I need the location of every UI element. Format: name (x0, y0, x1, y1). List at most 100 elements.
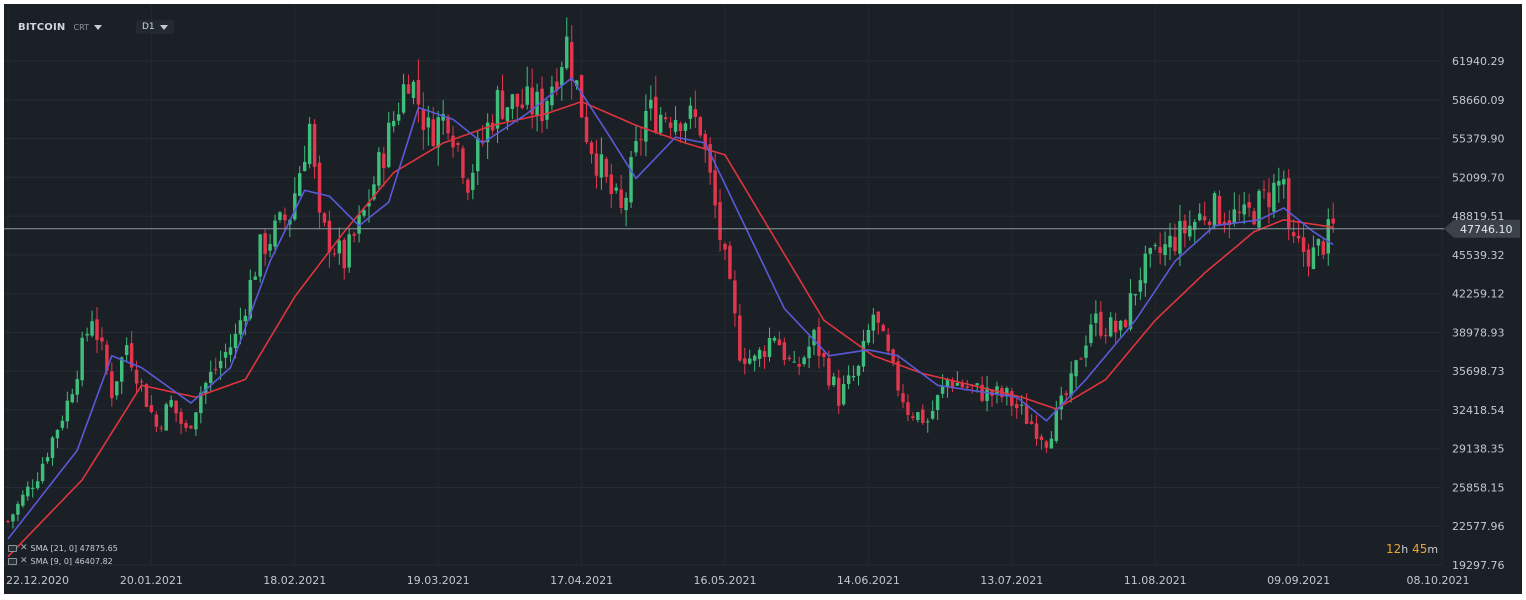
candle-body (1326, 219, 1330, 254)
candle-body (184, 423, 188, 428)
candle-body (644, 110, 648, 142)
candle-body (16, 503, 20, 515)
candle-up (16, 501, 20, 522)
candle-down (817, 318, 821, 369)
candle-body (1143, 253, 1148, 284)
candle-down (416, 59, 421, 123)
candle-body (391, 120, 396, 127)
candle-up (856, 364, 861, 386)
candle-body (520, 104, 524, 108)
candle-body (926, 421, 930, 423)
candle-down (174, 400, 178, 423)
candle-body (896, 361, 900, 391)
candle-body (1118, 320, 1123, 331)
candle-body (639, 139, 643, 141)
candle-up (1108, 312, 1113, 338)
candle-up (1242, 192, 1246, 225)
candle-body (1321, 241, 1326, 255)
legend-row-sma-21: ✕ SMA [21, 0] 47875.65 (8, 542, 118, 555)
candle-down (1183, 214, 1187, 248)
candle-down (1237, 194, 1241, 222)
y-tick-label: 58660.09 (1452, 94, 1505, 107)
x-tick-label: 18.02.2021 (263, 574, 326, 587)
candle-body (446, 116, 450, 134)
candle-body (1044, 441, 1049, 448)
candle-up (1282, 170, 1286, 199)
candle-body (80, 337, 84, 381)
candle-body (985, 387, 989, 401)
candle-body (1193, 221, 1197, 230)
sma-lines (7, 77, 1334, 558)
candle-body (930, 410, 935, 419)
candle-up (1257, 188, 1261, 231)
candle-down (733, 270, 737, 327)
indicator-settings-icon[interactable] (8, 558, 17, 565)
candle-up (298, 165, 302, 197)
timeframe-dropdown[interactable]: D1 (135, 20, 174, 34)
candle-up (1148, 247, 1152, 268)
candle-body (480, 140, 485, 142)
candle-up (70, 388, 75, 404)
candle-body (307, 123, 312, 164)
candle-down (654, 76, 658, 135)
candle-down (1099, 301, 1103, 339)
candle-up (802, 355, 806, 367)
legend-sma-21: SMA [21, 0] 47875.65 (30, 544, 118, 553)
candle-body (1010, 391, 1014, 406)
candle-body (258, 234, 262, 277)
candle-down (708, 137, 712, 185)
candle-down (693, 90, 698, 128)
candle-body (218, 360, 223, 369)
candle-up (1094, 300, 1098, 337)
current-price-tag (1444, 219, 1520, 238)
candle-up (75, 370, 79, 403)
x-tick-label: 08.10.2021 (1407, 574, 1470, 587)
y-tick-label: 22577.96 (1452, 520, 1505, 533)
y-tick-label: 19297.76 (1452, 559, 1505, 572)
candlestick-chart[interactable]: 47746.10 61940.29 58660.09 55379.90 52099.7… (4, 4, 1522, 594)
candle-body (95, 319, 99, 340)
chart-mode-label: CRT (73, 22, 89, 32)
candle-body (817, 326, 821, 356)
close-icon[interactable]: ✕ (20, 543, 28, 553)
candle-body (812, 329, 816, 346)
candle-up (199, 386, 203, 424)
candle-body (169, 400, 173, 407)
candle-down (431, 106, 435, 148)
candle-down (728, 241, 732, 280)
candle-body (26, 486, 30, 497)
close-icon[interactable]: ✕ (20, 556, 28, 566)
candle-body (555, 81, 559, 91)
candle-body (599, 154, 604, 178)
indicator-settings-icon[interactable] (8, 545, 17, 552)
candle-body (861, 340, 866, 367)
candle-up (747, 349, 752, 365)
candle-body (1054, 408, 1059, 441)
candle-body (401, 84, 406, 113)
candle-up (347, 228, 351, 273)
candle-down (327, 210, 332, 268)
candle-body (832, 376, 836, 386)
candle-body (584, 116, 589, 143)
candle-up (1193, 219, 1197, 244)
candle-up (1054, 400, 1059, 444)
candle-up (1133, 293, 1138, 306)
candle-body (614, 187, 618, 191)
candle-body (1158, 247, 1162, 253)
candle-down (1247, 193, 1251, 217)
candle-up (629, 151, 633, 208)
candle-up (1138, 267, 1143, 301)
indicator-legend: ✕ SMA [21, 0] 47875.65 ✕ SMA [9, 0] 4640… (8, 542, 118, 568)
candle-body (322, 213, 327, 223)
candle-down (500, 74, 505, 121)
symbol-label: BITCOIN (18, 21, 66, 33)
candle-body (728, 245, 732, 279)
candle-up (624, 192, 628, 227)
candle-up (1128, 279, 1133, 332)
candle-up (278, 210, 282, 223)
chevron-down-icon (93, 24, 102, 30)
candle-body (713, 170, 717, 206)
candle-down (1202, 201, 1207, 226)
candle-body (11, 514, 15, 522)
chart-mode-dropdown[interactable]: CRT (74, 23, 102, 32)
